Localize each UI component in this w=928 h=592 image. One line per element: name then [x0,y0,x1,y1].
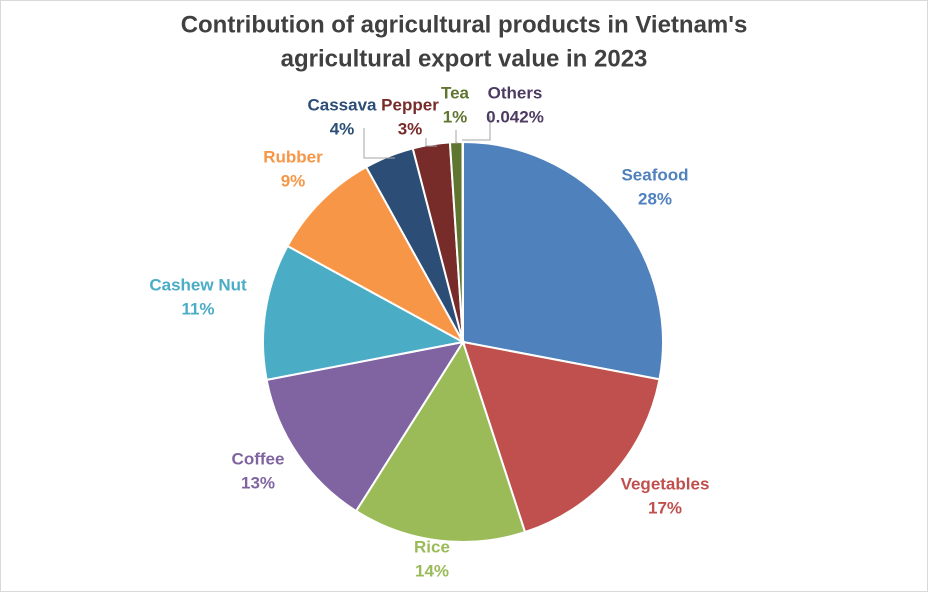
slice-value: 9% [281,171,306,190]
slice-value: 28% [638,189,672,208]
slice-label: Seafood [621,165,688,184]
slice-label: Tea [441,83,470,102]
slice-value: 4% [330,119,355,138]
chart-title: agricultural export value in 2023 [281,45,648,72]
slice-label: Pepper [381,95,439,114]
slice-value: 11% [181,299,214,318]
slice-label: Cassava [307,95,377,114]
slice-label: Vegetables [621,474,710,493]
slice-value: 14% [415,561,449,580]
pie-slice [461,140,464,343]
leader-line [363,128,395,159]
leader-line [455,130,458,144]
slice-label: Cashew Nut [149,275,247,294]
slice-value: 3% [398,119,423,138]
slice-label: Rice [414,537,450,556]
slice-label: Others [488,83,543,102]
leader-line [425,138,437,147]
slice-value: 1% [443,107,468,126]
slice-value: 0.042% [486,107,544,126]
slice-value: 13% [241,473,275,492]
pie-slice [262,244,466,382]
slice-label: Coffee [232,449,285,468]
pie-slice [286,165,466,345]
leader-line [462,116,491,141]
slice-label: Rubber [263,147,323,166]
pie-slice [265,340,466,513]
pie-slice [462,140,664,381]
pie-slice [354,339,527,543]
slice-value: 17% [648,498,682,517]
pie-slice [461,340,661,534]
chart-title: Contribution of agricultural products in… [181,11,748,38]
